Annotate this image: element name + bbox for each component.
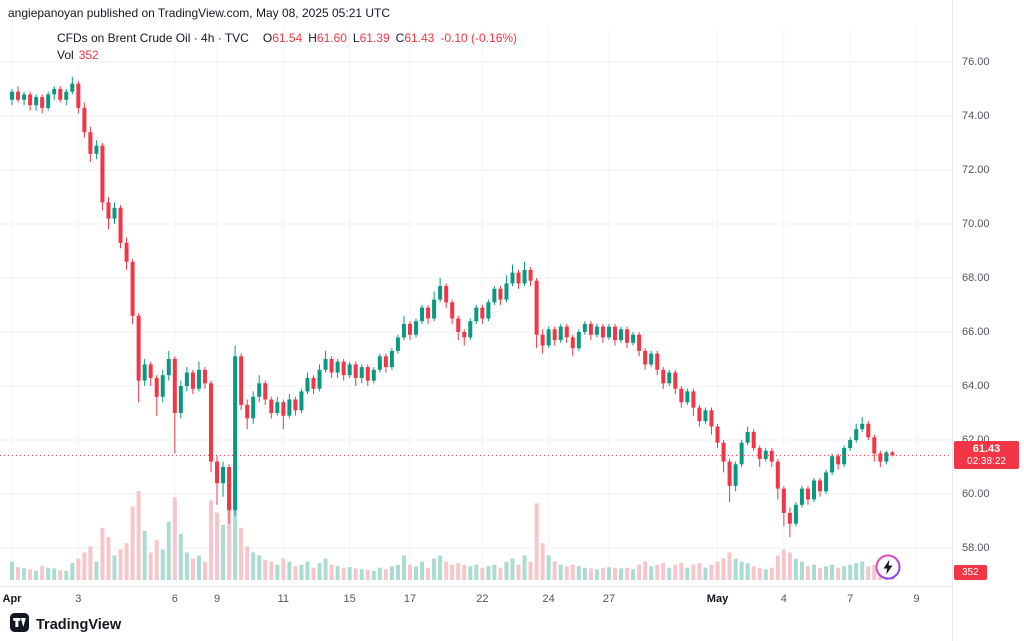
time-axis-label[interactable]: Apr (2, 593, 22, 605)
lightning-badge-icon[interactable] (874, 553, 902, 581)
time-axis-label[interactable]: 3 (75, 593, 82, 605)
change-value: -0.10 (-0.16%) (440, 31, 518, 45)
price-axis-label: 72.00 (962, 164, 990, 176)
close-label: C (395, 31, 405, 45)
price-axis-label: 70.00 (962, 218, 990, 230)
time-axis-label[interactable]: 4 (780, 593, 787, 605)
time-axis-label[interactable]: 11 (277, 593, 290, 605)
price-axis-label: 74.00 (962, 110, 990, 122)
legend-row-main: CFDs on Brent Crude Oil · 4h · TVC O61.54… (57, 30, 517, 46)
high-label: H (308, 31, 317, 45)
time-axis-label[interactable]: May (706, 593, 729, 605)
volume-study-label[interactable]: Vol (57, 48, 74, 62)
price-axis[interactable]: 61.43 02:38:22 352 76.00 74.00 72.00 70.00 6… (952, 0, 1024, 641)
open-label: O (262, 31, 273, 45)
price-axis-label: 76.00 (962, 56, 990, 68)
time-axis-label[interactable]: 9 (213, 593, 221, 605)
open-value: 61.54 (272, 31, 303, 45)
volume-axis-badge: 352 (954, 565, 987, 580)
low-value: 61.39 (359, 31, 390, 45)
tradingview-brand-text: TradingView (36, 617, 122, 633)
time-axis-label[interactable]: 7 (847, 593, 854, 605)
high-value: 61.60 (316, 31, 347, 45)
price-axis-label: 58.00 (962, 542, 990, 554)
time-axis-label[interactable]: 15 (343, 593, 356, 605)
time-axis-label[interactable]: 17 (403, 593, 417, 605)
price-axis-label: 64.00 (962, 380, 990, 392)
last-price-value: 61.43 (972, 443, 1001, 456)
close-value: 61.43 (404, 31, 435, 45)
time-axis[interactable]: Apr 3 6 9 11 15 17 22 24 27 May 4 7 9 (0, 586, 952, 613)
attribution-text: angiepanoyan published on TradingView.co… (8, 6, 391, 20)
low-label: L (352, 31, 360, 45)
legend-row-volume: Vol 352 (57, 47, 517, 63)
last-price-badge: 61.43 02:38:22 (954, 441, 1019, 470)
time-axis-label[interactable]: 27 (602, 593, 616, 605)
bar-countdown: 02:38:22 (967, 456, 1006, 468)
time-axis-label[interactable]: 22 (476, 593, 489, 605)
symbol-legend: CFDs on Brent Crude Oil · 4h · TVC O61.54… (57, 30, 517, 63)
tradingview-logo-icon (10, 613, 29, 637)
time-axis-label[interactable]: 24 (542, 593, 555, 605)
price-axis-label: 66.00 (962, 326, 990, 338)
time-axis-label[interactable]: 9 (913, 593, 920, 605)
footer-brand[interactable]: TradingView (10, 613, 121, 637)
price-axis-label: 60.00 (962, 488, 990, 500)
symbol-title[interactable]: CFDs on Brent Crude Oil · 4h · TVC (57, 31, 249, 45)
price-axis-label: 68.00 (962, 272, 990, 284)
candlestick-chart[interactable] (0, 0, 952, 588)
time-axis-label[interactable]: 6 (171, 593, 178, 605)
volume-study-value: 352 (78, 48, 99, 62)
